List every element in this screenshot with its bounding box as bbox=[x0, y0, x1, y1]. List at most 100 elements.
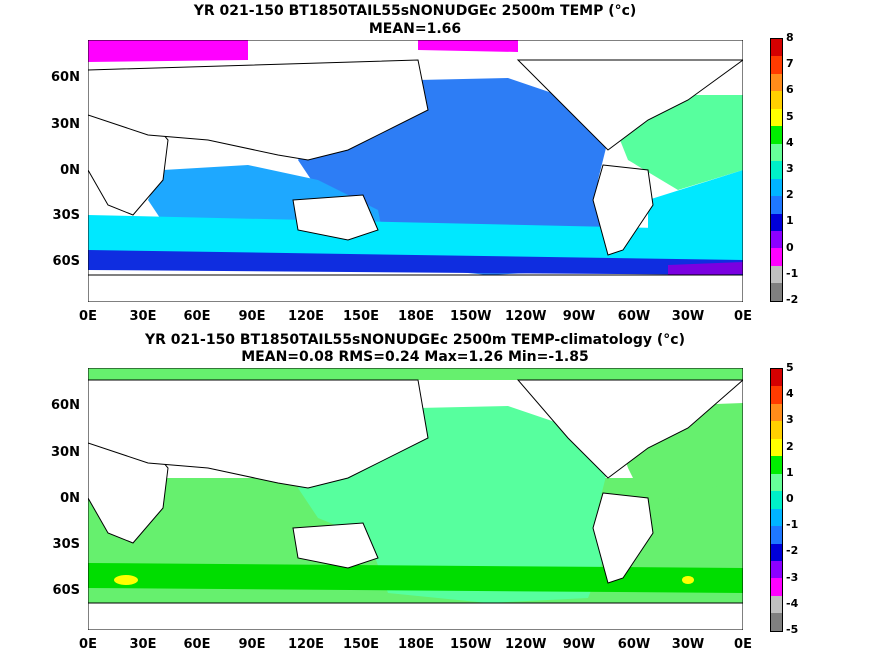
bottom-lon-120e: 120E bbox=[287, 637, 325, 652]
bottom-land-namerica bbox=[516, 379, 743, 479]
colorbar-swatch bbox=[771, 178, 782, 197]
colorbar-swatch bbox=[771, 283, 782, 301]
top-arctic-magenta bbox=[88, 40, 248, 62]
colorbar-swatch bbox=[771, 369, 782, 387]
colorbar-tick-label: 3 bbox=[786, 413, 794, 427]
bottom-lon-60w: 60W bbox=[617, 637, 651, 652]
top-lon-0e-end: 0E bbox=[734, 309, 752, 324]
colorbar-swatch bbox=[771, 73, 782, 92]
colorbar-swatch bbox=[771, 126, 782, 144]
bottom-lon-90w: 90W bbox=[562, 637, 596, 652]
colorbar-swatch bbox=[771, 456, 782, 474]
colorbar-tick-label: -1 bbox=[786, 518, 799, 532]
colorbar-swatch bbox=[771, 39, 782, 57]
bottom-land-samerica bbox=[592, 492, 654, 584]
bottom-lon-0e: 0E bbox=[79, 637, 97, 652]
colorbar-swatch bbox=[771, 386, 782, 404]
top-lon-90w: 90W bbox=[562, 309, 596, 324]
bottom-lon-30e: 30E bbox=[129, 637, 157, 652]
bottom-yellow-spot-2 bbox=[682, 576, 694, 584]
colorbar-swatch bbox=[771, 265, 782, 284]
bottom-southern-green bbox=[88, 563, 743, 593]
colorbar-tick-label: 0 bbox=[786, 492, 794, 505]
colorbar-swatch bbox=[771, 403, 782, 422]
bottom-lat-60n: 60N bbox=[51, 398, 80, 413]
colorbar-tick-label: -3 bbox=[786, 570, 799, 584]
colorbar-tick-label: -2 bbox=[786, 293, 799, 306]
top-weddell-purple bbox=[668, 262, 743, 276]
bottom-land-eurasia bbox=[88, 379, 429, 489]
bottom-land-antarctica bbox=[88, 602, 743, 630]
colorbar-tick-label: -5 bbox=[786, 623, 799, 636]
colorbar-tick-label: 1 bbox=[786, 214, 794, 228]
colorbar-swatch bbox=[771, 213, 782, 231]
top-lat-30s: 30S bbox=[52, 208, 80, 223]
bottom-colorbar bbox=[770, 368, 783, 632]
top-lon-30w: 30W bbox=[671, 309, 705, 324]
colorbar-swatch bbox=[771, 161, 782, 179]
bottom-lon-180e: 180E bbox=[397, 637, 435, 652]
colorbar-swatch bbox=[771, 578, 782, 596]
bottom-lon-30w: 30W bbox=[671, 637, 705, 652]
colorbar-tick-label: 1 bbox=[786, 465, 794, 479]
top-lon-60e: 60E bbox=[183, 309, 211, 324]
colorbar-swatch bbox=[771, 230, 782, 249]
colorbar-tick-label: 5 bbox=[786, 361, 794, 374]
top-land-eurasia bbox=[88, 59, 429, 161]
colorbar-tick-label: -2 bbox=[786, 544, 799, 558]
colorbar-swatch bbox=[771, 143, 782, 162]
colorbar-tick-label: 4 bbox=[786, 387, 794, 401]
colorbar-tick-label: 2 bbox=[786, 439, 794, 453]
bottom-map bbox=[88, 368, 743, 630]
top-lon-150e: 150E bbox=[342, 309, 380, 324]
colorbar-tick-label: 5 bbox=[786, 109, 794, 123]
bottom-lon-150e: 150E bbox=[342, 637, 380, 652]
top-lat-60s: 60S bbox=[52, 254, 80, 269]
colorbar-tick-label: 3 bbox=[786, 162, 794, 175]
colorbar-swatch bbox=[771, 91, 782, 109]
bottom-lon-120w: 120W bbox=[505, 637, 547, 652]
colorbar-swatch bbox=[771, 196, 782, 214]
bottom-lon-0e-end: 0E bbox=[734, 637, 752, 652]
top-lon-120e: 120E bbox=[287, 309, 325, 324]
bottom-arctic bbox=[88, 368, 743, 380]
colorbar-tick-label: 4 bbox=[786, 135, 794, 149]
top-southern-blue bbox=[88, 250, 743, 275]
colorbar-tick-label: 0 bbox=[786, 240, 794, 254]
top-lat-60n: 60N bbox=[51, 70, 80, 85]
colorbar-swatch bbox=[771, 508, 782, 527]
top-land-namerica bbox=[516, 59, 743, 151]
top-land-samerica bbox=[592, 164, 654, 256]
bottom-yellow-spot bbox=[114, 575, 138, 585]
colorbar-tick-label: 8 bbox=[786, 31, 794, 44]
top-lon-90e: 90E bbox=[238, 309, 266, 324]
colorbar-swatch bbox=[771, 526, 782, 544]
top-colorbar bbox=[770, 38, 783, 302]
colorbar-tick-label: -4 bbox=[786, 596, 799, 610]
bottom-lon-60e: 60E bbox=[183, 637, 211, 652]
top-subtitle: MEAN=1.66 bbox=[368, 21, 462, 37]
colorbar-swatch bbox=[771, 543, 782, 561]
top-land-antarctica bbox=[88, 274, 743, 302]
bottom-land-australia bbox=[292, 522, 379, 569]
colorbar-swatch bbox=[771, 108, 782, 127]
colorbar-swatch bbox=[771, 595, 782, 614]
colorbar-tick-label: 7 bbox=[786, 57, 794, 71]
top-lon-180e: 180E bbox=[397, 309, 435, 324]
bottom-lat-30s: 30S bbox=[52, 537, 80, 552]
top-lat-0n: 0N bbox=[60, 163, 80, 178]
top-lon-120w: 120W bbox=[505, 309, 547, 324]
colorbar-swatch bbox=[771, 56, 782, 74]
colorbar-swatch bbox=[771, 560, 782, 579]
bottom-lon-90e: 90E bbox=[238, 637, 266, 652]
colorbar-tick-label: 6 bbox=[786, 83, 794, 97]
colorbar-swatch bbox=[771, 248, 782, 266]
bottom-title: YR 021-150 BT1850TAIL55sNONUDGEc 2500m T… bbox=[145, 332, 685, 348]
top-map bbox=[88, 40, 743, 302]
top-lon-0e: 0E bbox=[79, 309, 97, 324]
bottom-subtitle: MEAN=0.08 RMS=0.24 Max=1.26 Min=-1.85 bbox=[241, 349, 589, 365]
bottom-lat-30n: 30N bbox=[51, 445, 80, 460]
colorbar-swatch bbox=[771, 613, 782, 631]
top-lon-150w: 150W bbox=[450, 309, 492, 324]
colorbar-swatch bbox=[771, 491, 782, 509]
